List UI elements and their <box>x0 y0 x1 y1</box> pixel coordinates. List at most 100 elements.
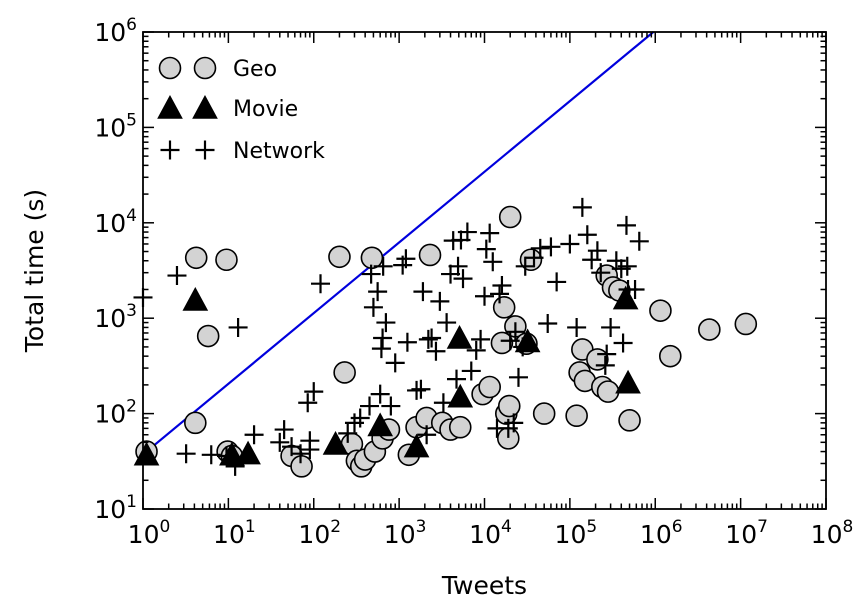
data-point-network <box>601 317 621 337</box>
legend-marker-geo <box>193 56 217 80</box>
data-point-geo <box>596 380 620 403</box>
data-point-network <box>201 445 221 465</box>
data-point-network <box>560 234 580 254</box>
data-point-network <box>541 237 561 257</box>
legend-marker-movie <box>157 94 183 119</box>
data-point-geo <box>658 344 682 368</box>
data-point-network <box>270 432 290 452</box>
data-point-network <box>500 331 520 351</box>
data-point-geo <box>196 324 220 348</box>
data-point-network <box>437 313 457 333</box>
data-point-network <box>508 367 528 387</box>
y-tick-label: 102 <box>94 397 137 429</box>
data-point-network <box>490 284 510 304</box>
x-tick-label: 101 <box>213 517 256 549</box>
data-point-network <box>298 393 318 413</box>
data-point-geo <box>498 205 522 229</box>
data-point-geo <box>328 245 351 269</box>
data-point-network <box>291 444 311 464</box>
data-point-network <box>176 444 196 464</box>
data-point-network <box>591 263 611 283</box>
data-point-geo <box>490 331 514 355</box>
data-point-network <box>407 380 427 400</box>
legend-marker-network <box>195 140 215 160</box>
y-tick-label: 105 <box>94 110 137 142</box>
data-point-geo <box>492 296 516 319</box>
data-point-network <box>368 282 388 302</box>
data-point-movie <box>322 430 349 455</box>
data-point-network <box>577 225 597 245</box>
data-point-network <box>300 431 320 451</box>
data-point-network <box>361 264 381 284</box>
y-tick-label: 101 <box>94 492 137 524</box>
legend-label-network: Network <box>233 139 325 164</box>
y-tick-label: 106 <box>94 15 137 47</box>
data-point-network <box>505 322 525 342</box>
data-point-network <box>413 282 433 302</box>
data-point-geo <box>698 318 721 341</box>
data-point-geo <box>184 246 208 270</box>
data-point-network <box>396 249 416 269</box>
data-point-movie <box>615 369 641 394</box>
data-point-network <box>244 425 264 445</box>
data-point-movie <box>447 383 474 408</box>
x-tick-label: 106 <box>640 517 683 549</box>
data-point-network <box>587 241 607 261</box>
data-point-network <box>572 197 592 217</box>
data-point-geo <box>333 361 356 384</box>
legend-marker-network <box>160 140 180 160</box>
data-point-geo <box>734 312 758 336</box>
data-point-network <box>466 340 486 360</box>
data-point-network <box>370 384 390 404</box>
data-point-network <box>373 256 393 276</box>
data-point-network <box>311 274 331 294</box>
data-point-network <box>617 256 637 276</box>
data-point-movie <box>182 286 209 311</box>
data-point-network <box>461 361 481 381</box>
data-point-network <box>492 276 512 296</box>
data-point-network <box>475 286 494 306</box>
data-point-network <box>350 408 370 428</box>
data-point-geo <box>478 375 501 399</box>
data-point-network <box>418 329 438 349</box>
legend-marker-geo <box>158 56 182 80</box>
data-point-network <box>606 251 626 271</box>
data-point-network <box>397 332 417 352</box>
data-point-network <box>417 425 437 445</box>
data-point-geo <box>532 402 556 425</box>
data-point-network <box>363 297 383 317</box>
data-point-network <box>547 272 567 292</box>
data-point-network <box>376 313 396 333</box>
data-point-network <box>471 329 491 349</box>
x-tick-label: 107 <box>725 517 768 549</box>
data-point-network <box>430 291 450 311</box>
data-point-network <box>613 333 633 353</box>
data-point-network <box>597 344 617 364</box>
data-point-network <box>538 313 558 333</box>
data-point-movie <box>367 412 394 437</box>
legend-label-geo: Geo <box>233 57 277 82</box>
data-point-network <box>457 222 477 242</box>
data-point-network <box>567 317 587 337</box>
data-point-network <box>504 413 524 433</box>
x-axis-label: Tweets <box>441 571 527 600</box>
data-point-network <box>616 215 636 235</box>
data-point-geo <box>184 411 207 435</box>
data-point-movie <box>403 433 430 458</box>
data-point-geo <box>649 299 672 322</box>
x-tick-label: 108 <box>811 517 854 549</box>
data-point-network <box>373 328 393 348</box>
x-tick-label: 102 <box>298 517 341 549</box>
data-point-network <box>304 382 324 402</box>
data-point-geo <box>565 404 588 428</box>
data-point-network <box>167 266 187 286</box>
data-point-network <box>371 339 391 359</box>
data-point-network <box>274 420 294 440</box>
data-point-network <box>426 341 446 361</box>
legend-marker-movie <box>192 94 218 119</box>
x-tick-label: 100 <box>128 517 171 549</box>
x-tick-label: 104 <box>469 517 512 549</box>
data-point-movie <box>133 441 160 466</box>
